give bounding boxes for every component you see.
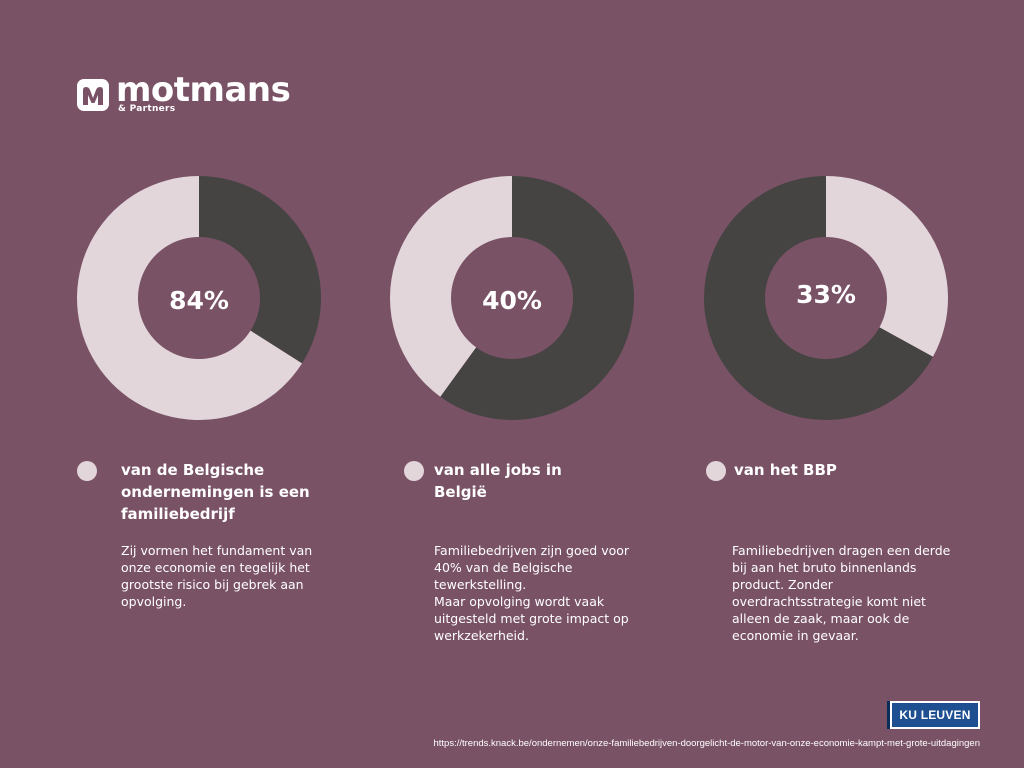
donut-2-slice-1 — [440, 176, 634, 420]
donut-1-slice-1 — [199, 176, 321, 364]
donut-1-slice-2 — [77, 176, 303, 420]
donut-value-3: 33% — [796, 280, 856, 309]
legend-dot-2 — [404, 461, 424, 481]
legend-label-3: van het BBP — [734, 461, 837, 479]
legend-dot-3 — [706, 461, 726, 481]
description-2: Familiebedrijven zijn goed voor 40% van … — [434, 543, 630, 643]
ku-leuven-badge: KU LEUVEN — [890, 701, 980, 729]
donut-chart-1: 84% — [77, 176, 321, 420]
donut-2-slice-2 — [390, 176, 512, 397]
donut-svg-1 — [77, 176, 321, 420]
legend-label-1: van de Belgische ondernemingen is een fa… — [121, 461, 310, 523]
donut-chart-3: 33% — [704, 176, 948, 420]
source-link[interactable]: https://trends.knack.be/ondernemen/onze-… — [433, 738, 980, 749]
logo-subtext: & Partners — [118, 104, 176, 114]
motmans-logo: motmans & Partners — [76, 70, 316, 116]
donut-3-slice-2 — [704, 176, 933, 420]
donut-value-2: 40% — [482, 286, 542, 315]
description-3: Familiebedrijven dragen een derde bij aa… — [732, 543, 951, 643]
donut-svg-2 — [390, 176, 634, 420]
description-1: Zij vormen het fundament van onze econom… — [121, 543, 313, 609]
donut-value-1: 84% — [169, 286, 229, 315]
donut-3-slice-1 — [826, 176, 948, 357]
legend-label-2: van alle jobs in België — [434, 461, 562, 501]
donut-svg-3 — [704, 176, 948, 420]
donut-chart-2: 40% — [390, 176, 634, 420]
legend-dot-1 — [77, 461, 97, 481]
logo-text: motmans — [116, 70, 291, 110]
motmans-logo-icon — [77, 79, 109, 111]
